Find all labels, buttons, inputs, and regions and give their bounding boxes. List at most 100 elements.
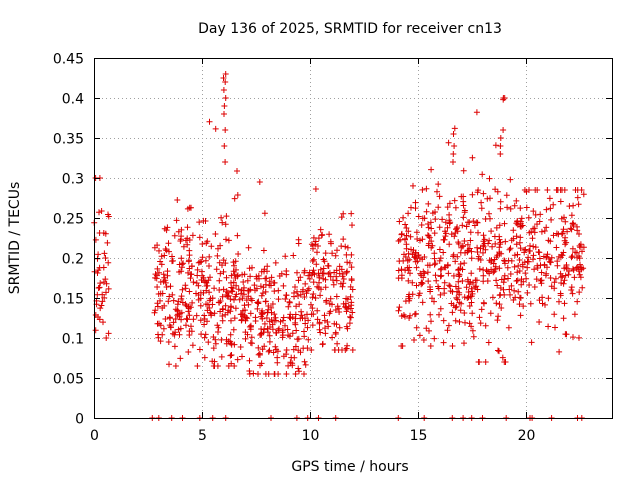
scatter-point [500,286,507,293]
scatter-point [545,237,552,244]
scatter-point [255,300,262,307]
scatter-point [295,365,302,372]
scatter-point [446,217,453,224]
scatter-point [272,343,279,350]
scatter-point [563,264,570,271]
scatter-point [349,309,356,316]
scatter-point [484,278,491,284]
scatter-point [395,238,402,244]
scatter-point [452,283,459,290]
scatter-point [193,312,200,319]
scatter-point [445,139,452,146]
scatter-point [487,195,493,202]
scatter-point [466,219,473,226]
scatter-point [283,292,290,299]
scatter-point [178,293,185,300]
scatter-point [332,307,339,313]
scatter-point [567,225,574,232]
scatter-point [215,245,221,252]
scatter-point [504,204,511,211]
scatter-point [410,182,416,189]
scatter-point [439,216,446,223]
scatter-point [413,264,420,271]
scatter-point-peak [222,127,229,133]
scatter-point [233,291,240,298]
scatter-point [496,244,503,251]
scatter-point [259,290,266,297]
y-tick-label: 0.1 [62,332,84,348]
scatter-point [206,289,213,296]
scatter-point [173,217,180,224]
scatter-point [289,330,296,337]
scatter-point [215,329,221,335]
scatter-point [552,324,558,331]
scatter-point [312,295,319,301]
scatter-point [338,243,345,250]
scatter-point [163,227,170,234]
scatter-point [231,262,237,269]
y-tick-label: 0.4 [62,92,84,108]
scatter-point [458,244,465,251]
scatter-point [203,240,210,247]
scatter-point [310,279,317,286]
scatter-point [290,346,297,353]
chart-title: Day 136 of 2025, SRMTID for receiver cn1… [198,21,502,37]
scatter-point [320,256,327,263]
scatter-point [219,219,226,226]
scatter-point [272,314,279,321]
scatter-point-peak [450,159,456,165]
scatter-point [306,275,313,282]
scatter-point [539,294,546,301]
axis-ticks: 0 0.05 0.1 0.15 0.2 0.25 0.3 0.35 0.4 0.45 0 5 10 15 2… [53,52,612,444]
scatter-point [243,297,250,304]
scatter-point [542,272,549,279]
scatter-point [504,264,511,271]
scatter-point [223,236,229,243]
scatter-point [446,282,453,289]
scatter-point [206,263,212,269]
scatter-point [557,198,564,205]
scatter-point [580,244,587,251]
scatter-point [283,351,290,358]
scatter-point [183,315,190,322]
scatter-point [231,271,238,278]
scatter-point [340,236,347,243]
scatter-point [224,293,231,300]
scatter-point [229,288,236,295]
scatter-point [465,294,472,301]
scatter-point [420,337,427,343]
scatter-point [245,244,252,251]
scatter-point [506,246,513,253]
scatter-point [166,293,173,300]
scatter-point [553,244,560,251]
scatter-point [242,317,249,324]
scatter-point [496,292,503,299]
scatter-point [178,316,185,323]
scatter-point [175,326,182,333]
scatter-point [216,259,223,266]
scatter-point [242,335,249,342]
scatter-point [507,176,514,183]
scatter-point [151,244,158,251]
scatter-point [199,241,206,247]
scatter-point [310,311,317,318]
scatter-point [348,251,355,258]
scatter-point [94,270,101,276]
scatter-point [202,331,209,338]
scatter-point [537,277,544,284]
scatter-point [557,187,564,193]
scatter-point [336,324,343,331]
scatter-point [491,233,498,240]
scatter-point [517,205,524,212]
scatter-point [196,234,203,241]
scatter-point [514,269,521,276]
scatter-point [190,316,197,323]
scatter-point [166,248,172,255]
scatter-point [208,312,215,319]
scatter-point [579,284,586,291]
scatter-point [405,210,412,217]
scatter-point [452,317,459,324]
scatter-point [413,255,420,262]
scatter-point [574,254,581,261]
